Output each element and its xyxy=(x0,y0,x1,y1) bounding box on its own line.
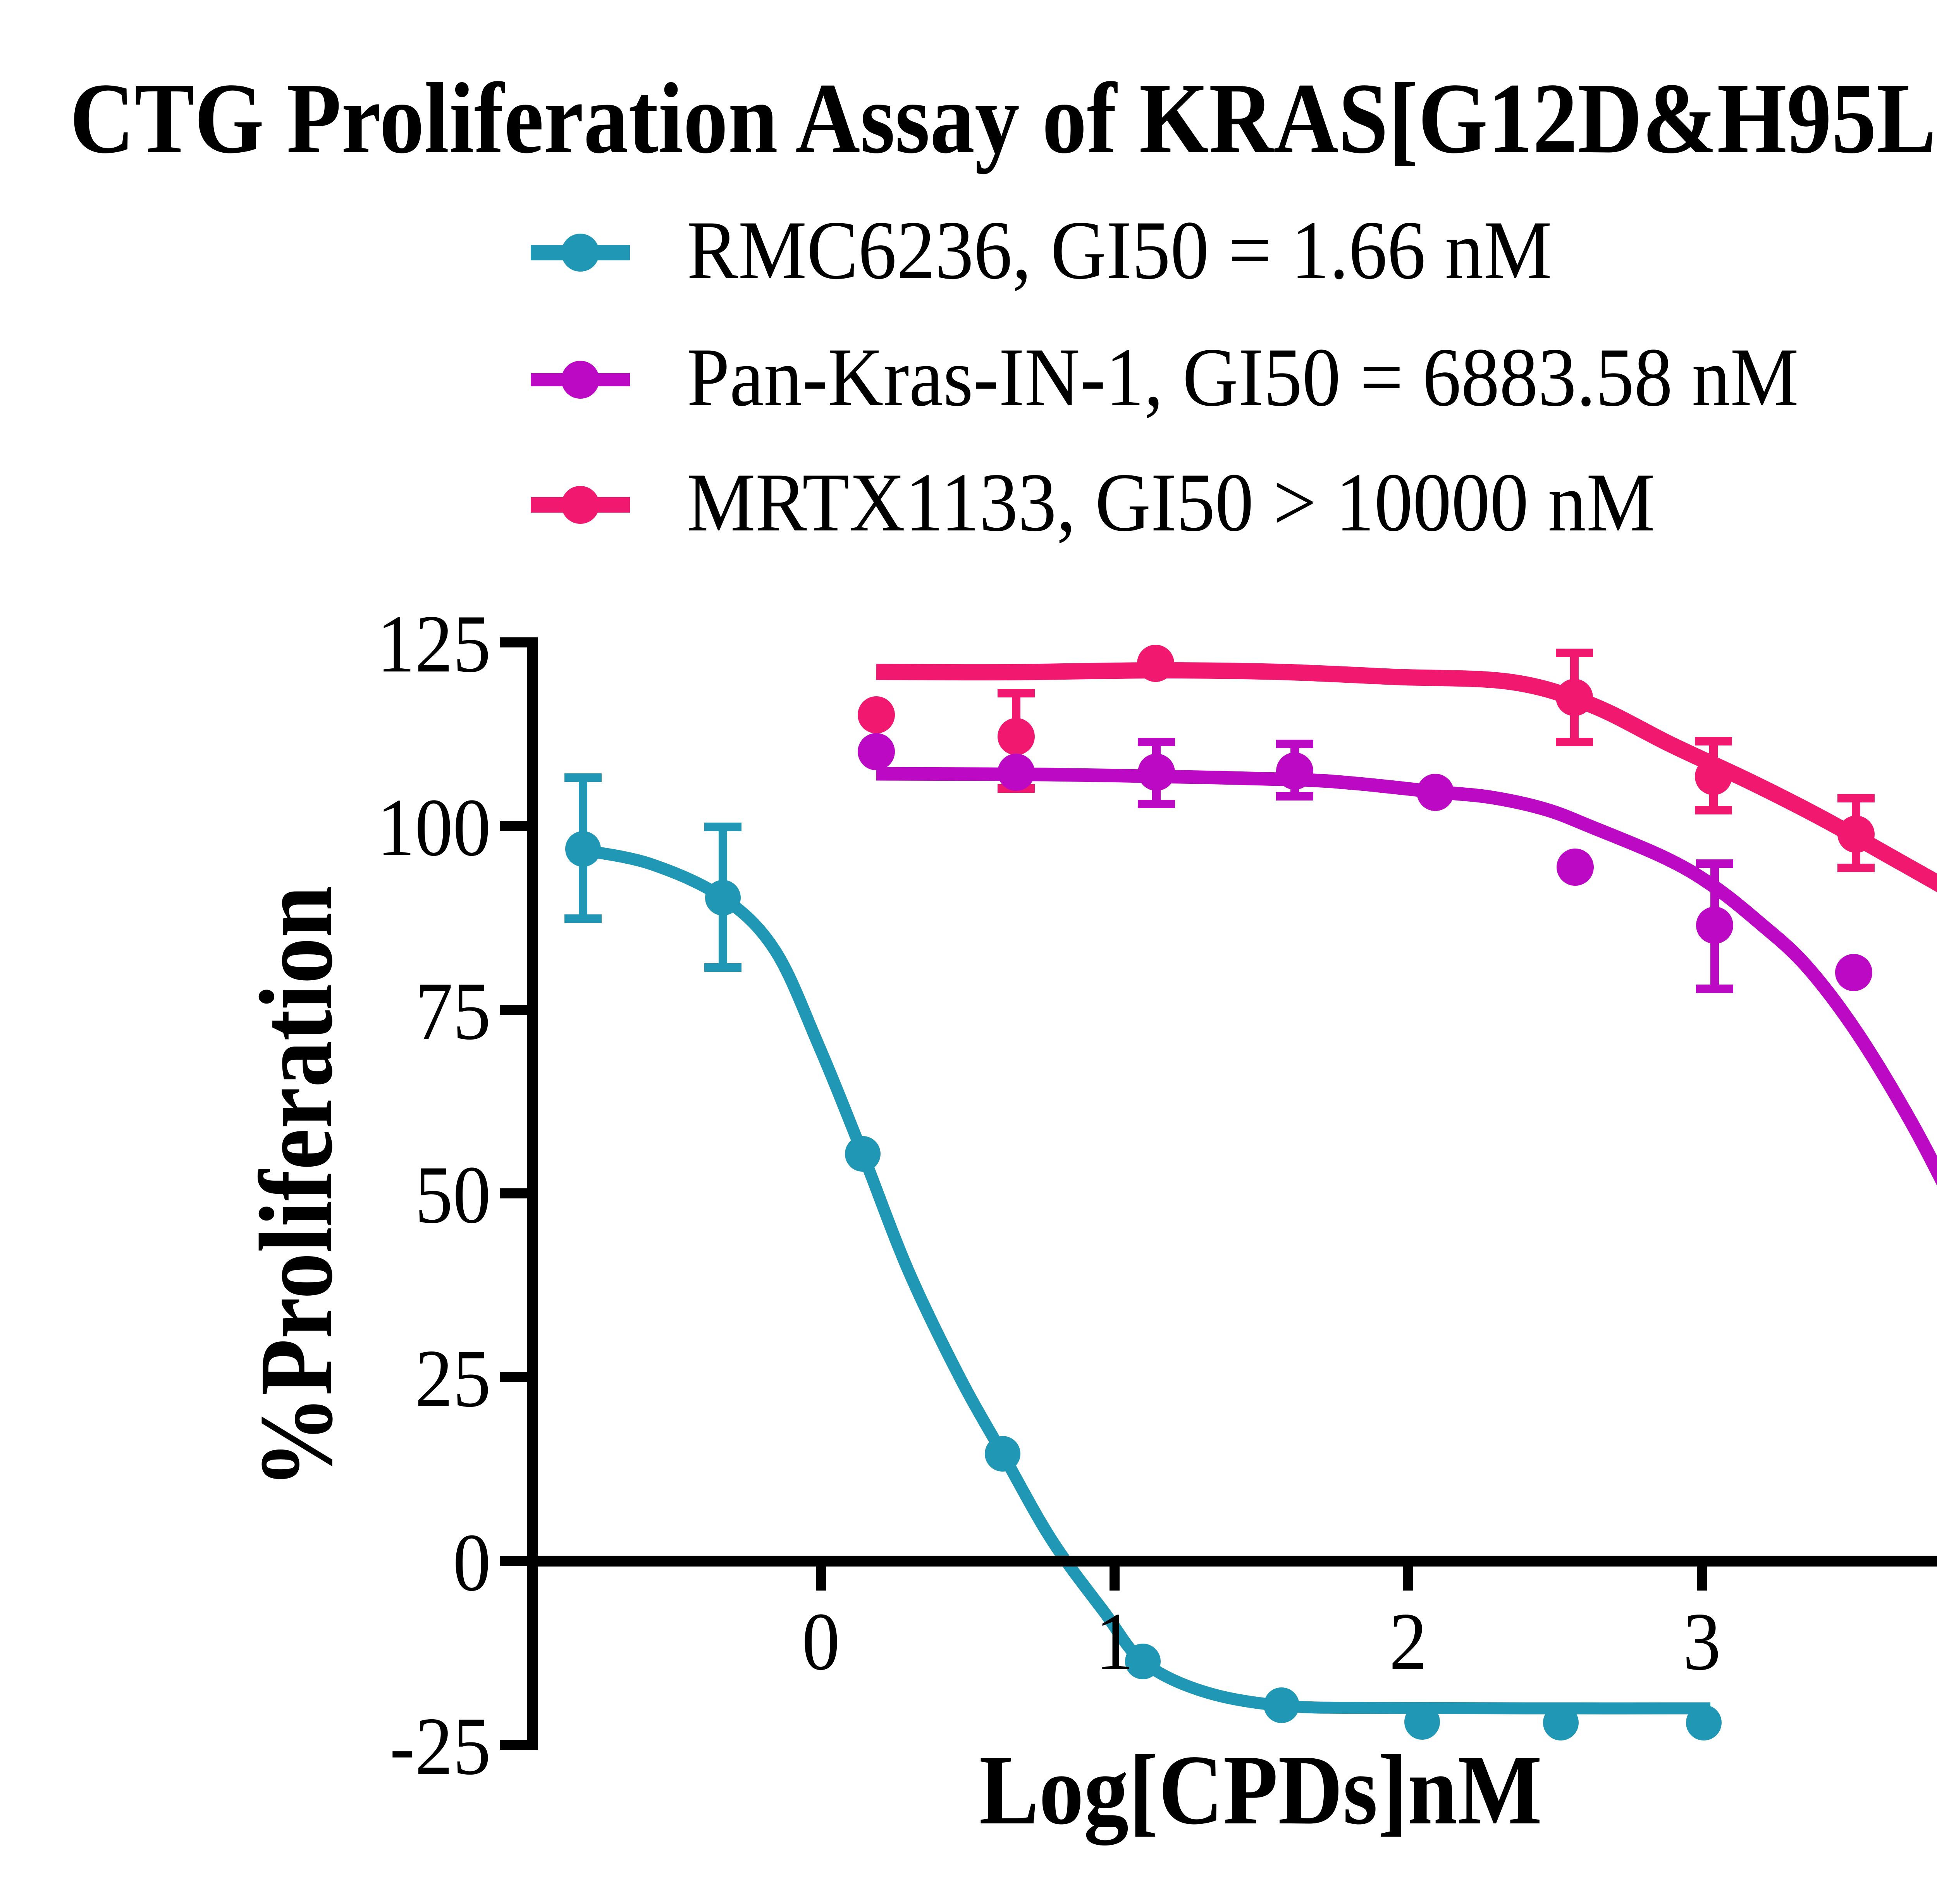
svg-text:RMC6236, GI50 = 1.66 nM: RMC6236, GI50 = 1.66 nM xyxy=(687,204,1552,296)
svg-text:-25: -25 xyxy=(390,1701,491,1792)
svg-text:100: 100 xyxy=(377,782,491,873)
svg-text:25: 25 xyxy=(415,1333,491,1424)
svg-text:2: 2 xyxy=(1389,1596,1427,1687)
svg-text:Pan-Kras-IN-1, GI50 = 6883.58: Pan-Kras-IN-1, GI50 = 6883.58 nM xyxy=(687,331,1799,423)
svg-text:%Proliferation: %Proliferation xyxy=(238,886,354,1489)
svg-text:125: 125 xyxy=(377,598,491,690)
svg-text:MRTX1133, GI50 > 10000 nM: MRTX1133, GI50 > 10000 nM xyxy=(687,456,1655,549)
svg-text:75: 75 xyxy=(415,966,491,1057)
svg-text:1: 1 xyxy=(1096,1596,1134,1687)
svg-text:50: 50 xyxy=(415,1149,491,1241)
svg-text:CTG Proliferation Assay of KRA: CTG Proliferation Assay of KRAS[G12D&H95… xyxy=(70,53,1937,174)
svg-text:0: 0 xyxy=(802,1596,840,1687)
svg-text:0: 0 xyxy=(453,1517,491,1608)
svg-text:3: 3 xyxy=(1683,1596,1721,1687)
svg-text:Log[CPDs]nM: Log[CPDs]nM xyxy=(979,1734,1542,1847)
